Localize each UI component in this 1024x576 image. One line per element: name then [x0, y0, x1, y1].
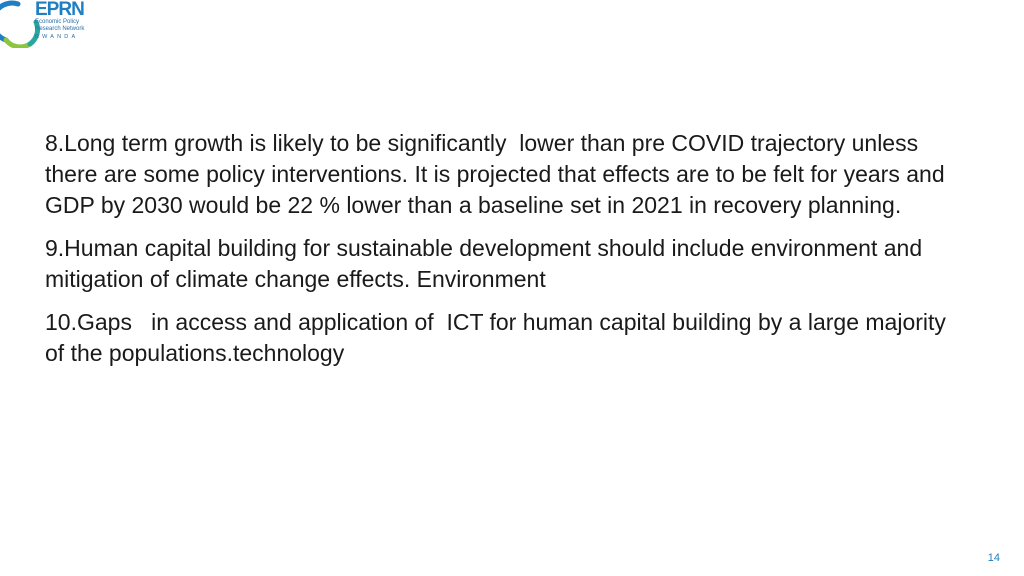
- logo-brand: EPRN: [35, 0, 85, 20]
- paragraph-8: 8.Long term growth is likely to be signi…: [45, 130, 977, 218]
- logo-line-2: Research Network: [35, 26, 85, 32]
- eprn-logo-mark-icon: [0, 0, 40, 48]
- eprn-logo: EPRN Economic Policy Research Network RW…: [0, 0, 100, 50]
- logo-wordmark: EPRN Economic Policy Research Network RW…: [35, 0, 85, 41]
- page-number: 14: [987, 552, 1000, 564]
- slide-body: 8.Long term growth is likely to be signi…: [45, 128, 965, 369]
- logo-country: RWANDA: [35, 34, 79, 40]
- paragraph-9: 9.Human capital building for sustainable…: [45, 235, 929, 292]
- logo-line-1: Economic Policy: [35, 19, 80, 25]
- paragraph-10: 10.Gaps in access and application of ICT…: [45, 309, 953, 366]
